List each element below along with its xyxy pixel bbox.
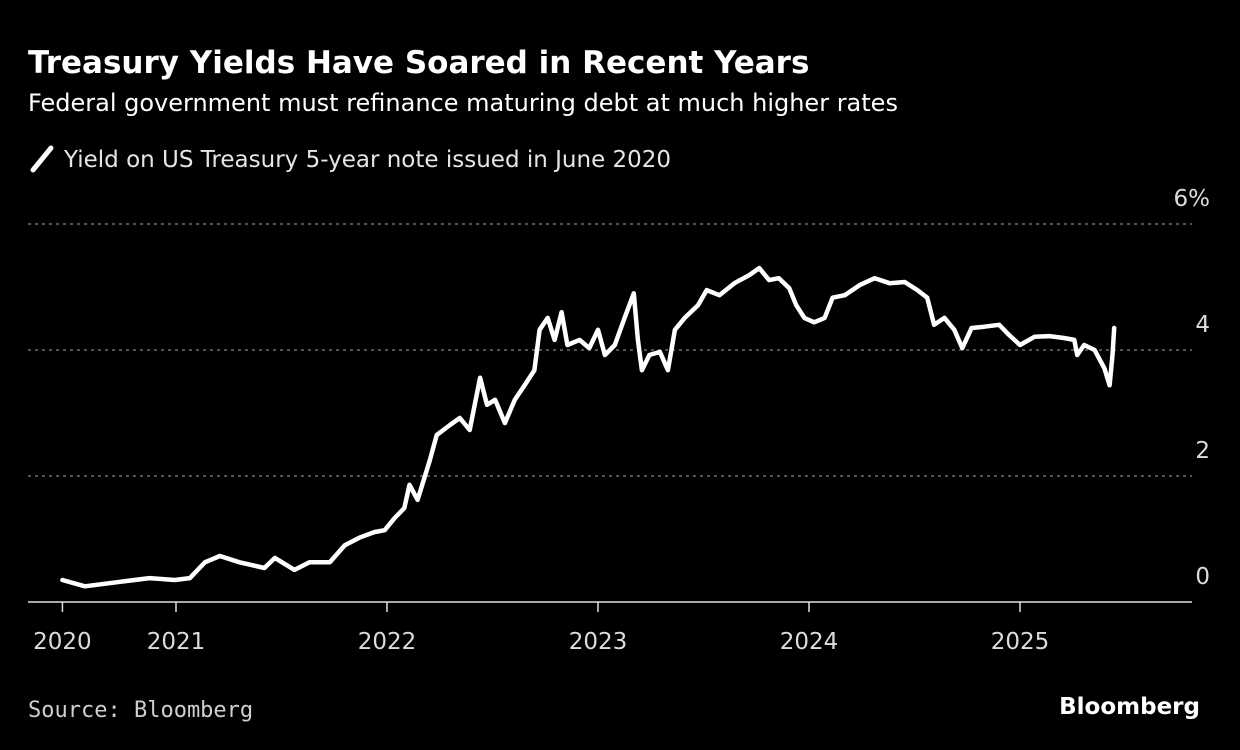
legend-swatch: [30, 145, 54, 173]
x-tick-label: 2023: [569, 629, 628, 655]
x-tick-label: 2020: [33, 629, 92, 655]
x-tick-label: 2025: [991, 629, 1050, 655]
legend: Yield on US Treasury 5-year note issued …: [30, 145, 671, 173]
x-axis: 2020 2021 2022 2023 2024 2025: [28, 601, 1192, 655]
series-line: [60, 265, 1117, 589]
legend-label: Yield on US Treasury 5-year note issued …: [63, 147, 671, 173]
source-note: Source: Bloomberg: [28, 698, 253, 723]
y-axis: 6% 4 2 0: [1174, 186, 1211, 590]
x-tick-label: 2021: [147, 629, 206, 655]
x-tick-label: 2022: [358, 629, 417, 655]
chart-title: Treasury Yields Have Soared in Recent Ye…: [28, 45, 809, 81]
y-tick-label: 2: [1195, 438, 1210, 464]
y-tick-label: 4: [1195, 312, 1210, 338]
x-tick-label: 2024: [780, 629, 839, 655]
y-tick-label: 0: [1195, 564, 1210, 590]
y-tick-label: 6%: [1174, 186, 1211, 212]
chart-subtitle: Federal government must refinance maturi…: [28, 89, 898, 117]
bloomberg-logo: Bloomberg: [1059, 694, 1200, 720]
